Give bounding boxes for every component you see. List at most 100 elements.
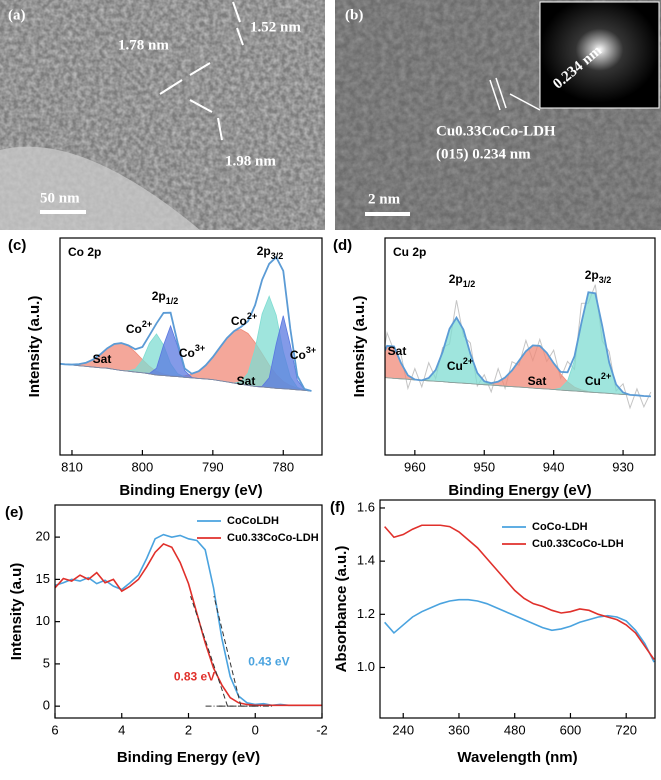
x-tick-label: 960: [404, 459, 426, 474]
annotation: 1.98 nm: [225, 153, 276, 169]
plot-area: [384, 524, 655, 663]
annotation-text: 2p: [152, 289, 166, 303]
annotation: Cu0.33CoCo-LDH: [436, 123, 556, 139]
x-tick-label: 480: [504, 722, 526, 737]
y-tick-label: 0: [43, 698, 50, 713]
annotation: Sat: [93, 352, 112, 366]
scale-bar-label: 50 nm: [40, 190, 80, 206]
legend-label: CoCoLDH: [227, 515, 279, 527]
y-axis-label: Intensity (a.u.): [351, 296, 368, 398]
x-tick-label: -2: [316, 722, 328, 737]
annotation: Sat: [388, 344, 407, 358]
x-tick-label: 780: [272, 459, 294, 474]
x-tick-label: 720: [615, 722, 637, 737]
series-line: [384, 524, 655, 660]
x-tick-label: 4: [118, 722, 125, 737]
panel-title: Co 2p: [68, 245, 101, 259]
annotation: Cu2+: [585, 371, 611, 388]
annotation: Co2+: [231, 311, 257, 328]
annotation-text: Co: [126, 322, 142, 336]
tem-image-a: [0, 0, 325, 230]
annotation-subscript: 1/2: [166, 296, 179, 306]
x-tick-label: 810: [61, 459, 83, 474]
tem-image-b: [335, 0, 661, 230]
axes-frame: [384, 237, 656, 456]
annotation-text: Sat: [93, 352, 112, 366]
x-axis-label: Binding Energy (eV): [119, 482, 262, 499]
annotation-text: Sat: [237, 374, 256, 388]
tangent-line: [213, 596, 242, 707]
annotation: Co3+: [179, 343, 205, 360]
annotation: 2p3/2: [585, 268, 612, 285]
annotation-subscript: 3/2: [599, 275, 612, 285]
panel-label: (d): [333, 237, 352, 254]
annotation-text: Sat: [528, 374, 547, 388]
panel-label: (b): [345, 7, 363, 23]
annotation: 2p3/2: [257, 244, 284, 261]
y-tick-label: 1.6: [357, 499, 375, 514]
x-tick-label: 0: [252, 722, 259, 737]
panel-label: (a): [8, 7, 26, 23]
tangent-line: [190, 596, 229, 707]
annotation: 2p1/2: [152, 289, 179, 306]
y-axis-label: Intensity (a.u.): [26, 296, 43, 398]
x-tick-label: 940: [543, 459, 565, 474]
annotation: (015) 0.234 nm: [436, 146, 531, 162]
annotation: Sat: [528, 374, 547, 388]
x-tick-label: 2: [185, 722, 192, 737]
annotation-text: Co: [290, 348, 306, 362]
annotation-superscript: 2+: [463, 356, 473, 366]
x-tick-label: 6: [51, 722, 58, 737]
scale-bar-label: 2 nm: [368, 191, 401, 207]
panel-label: (f): [330, 499, 345, 516]
annotation-text: Co: [179, 346, 195, 360]
y-tick-label: 1.2: [357, 606, 375, 621]
series-line: [384, 598, 655, 663]
annotation-text: 2p: [257, 244, 271, 258]
annotation-superscript: 2+: [247, 311, 257, 321]
x-axis-label: Binding Energy (eV): [448, 482, 591, 499]
panel-label: (c): [8, 237, 26, 254]
annotation: Sat: [237, 374, 256, 388]
y-tick-label: 1.4: [357, 553, 375, 568]
annotation: 1.78 nm: [118, 37, 169, 53]
series-line: [385, 291, 651, 398]
x-tick-label: 930: [612, 459, 634, 474]
y-axis-label: Absorbance (a.u.): [333, 546, 350, 673]
panel-label: (e): [5, 504, 23, 521]
annotation-text: Cu: [585, 374, 601, 388]
x-tick-label: 240: [392, 722, 414, 737]
annotation-subscript: 1/2: [463, 279, 476, 289]
annotation-text: 2p: [585, 268, 599, 282]
annotation: Co2+: [126, 319, 152, 336]
series-line: [60, 363, 312, 392]
annotation-text: Sat: [388, 344, 407, 358]
annotation-superscript: 3+: [306, 345, 316, 355]
annotation-text: Co: [231, 314, 247, 328]
series-line: [55, 542, 322, 707]
axes-frame: [379, 499, 656, 719]
x-axis-label: Wavelength (nm): [457, 749, 577, 766]
plot-area: [55, 533, 322, 707]
plot-area: [385, 284, 652, 410]
x-axis-label: Binding Energy (eV): [117, 749, 260, 766]
legend-label: CoCo-LDH: [532, 521, 588, 533]
annotation-superscript: 2+: [142, 319, 152, 329]
annotation-subscript: 3/2: [271, 251, 284, 261]
annotation: 1.52 nm: [250, 19, 301, 35]
y-tick-label: 10: [36, 613, 50, 628]
legend-label: Cu0.33CoCo-LDH: [532, 538, 624, 550]
annotation-text: Cu: [447, 359, 463, 373]
annotation: 0.83 eV: [174, 669, 215, 683]
annotation: 2p1/2: [449, 272, 476, 289]
y-axis-label: Intensity (a.u): [8, 563, 25, 661]
x-tick-label: 790: [202, 459, 224, 474]
y-tick-label: 20: [36, 529, 50, 544]
y-tick-label: 5: [43, 655, 50, 670]
y-tick-label: 1.0: [357, 659, 375, 674]
plot-area: [60, 255, 312, 392]
x-tick-label: 950: [473, 459, 495, 474]
annotation-superscript: 3+: [195, 343, 205, 353]
